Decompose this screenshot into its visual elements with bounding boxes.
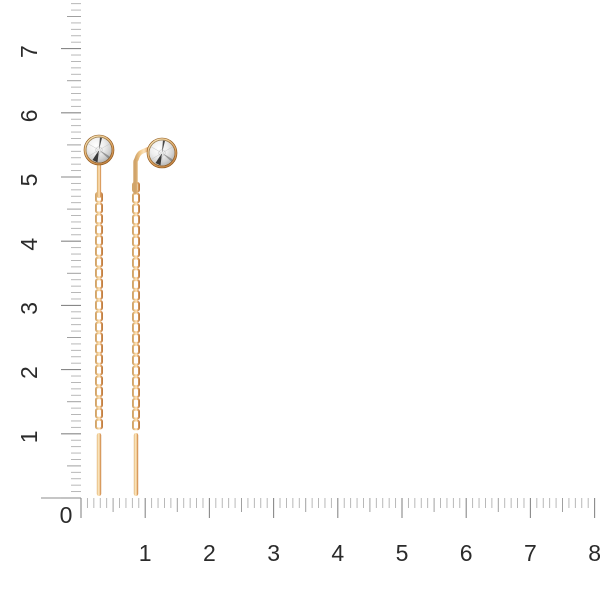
svg-text:1: 1 — [139, 540, 152, 566]
svg-text:0: 0 — [60, 502, 73, 528]
svg-text:6: 6 — [460, 540, 473, 566]
svg-text:5: 5 — [16, 174, 42, 187]
svg-text:2: 2 — [16, 366, 42, 379]
svg-text:3: 3 — [267, 540, 280, 566]
svg-text:6: 6 — [16, 109, 42, 122]
svg-text:3: 3 — [16, 302, 42, 315]
svg-text:4: 4 — [16, 238, 42, 251]
svg-text:7: 7 — [524, 540, 537, 566]
svg-text:1: 1 — [16, 430, 42, 443]
svg-text:8: 8 — [588, 540, 600, 566]
svg-text:4: 4 — [331, 540, 344, 566]
svg-text:2: 2 — [203, 540, 216, 566]
svg-text:5: 5 — [396, 540, 409, 566]
svg-text:7: 7 — [16, 45, 42, 58]
